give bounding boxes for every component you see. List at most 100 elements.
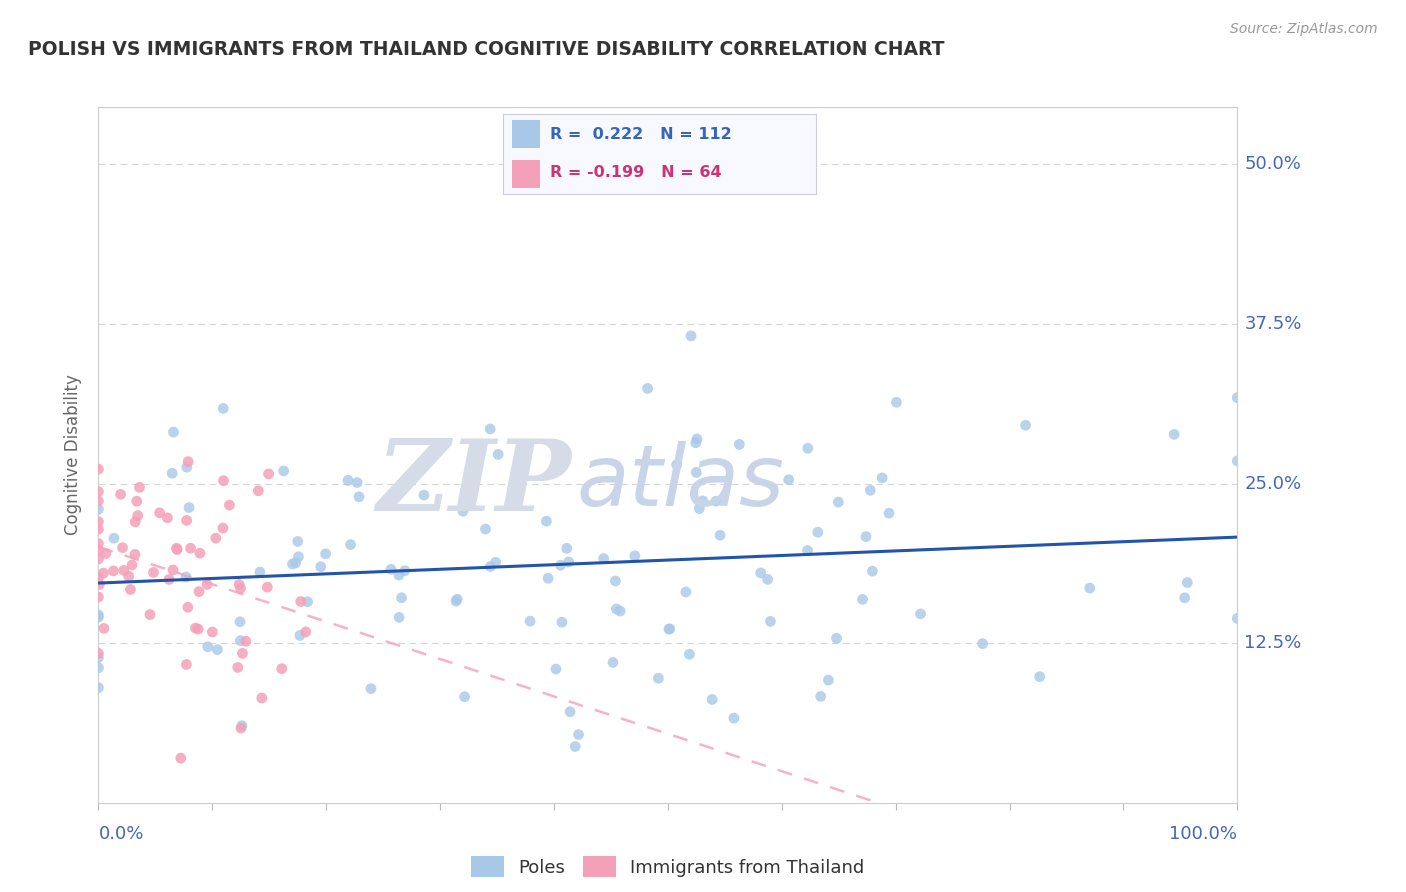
Point (567, 728, 589, 742)
Point (87, 681, 110, 695)
Point (87, 610, 110, 624)
Point (118, 569, 141, 583)
Point (288, 628, 311, 642)
Point (87, 484, 110, 499)
Text: 0.0%: 0.0% (98, 825, 143, 843)
Point (479, 422, 502, 436)
Point (339, 538, 361, 552)
Point (859, 483, 882, 498)
Point (388, 568, 411, 582)
Point (257, 467, 280, 481)
Point (93, 621, 115, 635)
Point (121, 558, 143, 572)
Point (700, 692, 723, 706)
Point (270, 662, 292, 676)
Point (1174, 591, 1197, 605)
Point (851, 592, 873, 607)
Point (728, 437, 751, 451)
Point (110, 487, 132, 501)
Point (485, 555, 508, 569)
Point (1226, 611, 1249, 625)
Point (870, 471, 893, 485)
Point (759, 615, 782, 629)
Point (177, 455, 200, 469)
Point (778, 473, 800, 487)
Point (675, 585, 697, 599)
Point (87, 661, 110, 675)
Point (623, 549, 645, 563)
Point (827, 495, 849, 509)
Point (1163, 427, 1185, 442)
Text: atlas: atlas (576, 442, 785, 524)
Point (855, 530, 877, 544)
Point (557, 555, 579, 569)
Point (218, 498, 240, 512)
Point (207, 642, 229, 657)
Point (229, 721, 252, 735)
Text: POLISH VS IMMIGRANTS FROM THAILAND COGNITIVE DISABILITY CORRELATION CHART: POLISH VS IMMIGRANTS FROM THAILAND COGNI… (28, 40, 945, 59)
Point (87, 536, 110, 550)
Point (124, 548, 146, 562)
Point (972, 637, 994, 651)
Point (704, 494, 727, 508)
Point (87, 493, 110, 508)
Legend: Poles, Immigrants from Thailand: Poles, Immigrants from Thailand (464, 849, 872, 884)
Point (1175, 575, 1198, 590)
Point (486, 447, 509, 461)
Point (177, 500, 200, 515)
Point (94, 547, 117, 561)
Point (177, 600, 200, 615)
Point (519, 614, 541, 628)
Point (184, 621, 207, 635)
Point (886, 395, 908, 409)
Y-axis label: Cognitive Disability: Cognitive Disability (65, 375, 83, 535)
Point (142, 566, 165, 580)
Point (87, 590, 110, 604)
Point (692, 494, 714, 508)
Point (188, 584, 211, 599)
Text: 12.5%: 12.5% (1244, 634, 1302, 652)
Point (124, 515, 146, 529)
Text: 25.0%: 25.0% (1244, 475, 1302, 492)
Point (910, 607, 932, 621)
Point (686, 432, 709, 446)
Point (195, 577, 218, 591)
Point (877, 506, 900, 520)
Point (337, 474, 360, 488)
Text: 100.0%: 100.0% (1170, 825, 1237, 843)
Point (139, 607, 162, 622)
Point (756, 573, 779, 587)
Point (860, 564, 883, 578)
Point (166, 541, 188, 556)
Point (287, 549, 309, 564)
Point (474, 522, 496, 536)
Point (290, 594, 312, 608)
Point (709, 528, 731, 542)
Point (273, 464, 295, 478)
Point (112, 563, 135, 577)
Point (162, 425, 184, 439)
Point (149, 506, 172, 520)
Point (796, 543, 818, 558)
Point (347, 490, 370, 504)
Point (309, 559, 332, 574)
Point (391, 591, 413, 605)
Point (446, 592, 468, 607)
Point (176, 460, 198, 475)
Point (188, 546, 211, 560)
Point (315, 547, 337, 561)
Point (212, 401, 235, 416)
Point (723, 711, 745, 725)
Point (444, 594, 467, 608)
Point (605, 602, 627, 616)
Point (685, 435, 707, 450)
Point (197, 640, 219, 654)
Point (679, 329, 702, 343)
Point (558, 705, 581, 719)
Point (127, 508, 149, 523)
Point (551, 615, 574, 630)
Point (536, 514, 558, 528)
Point (825, 632, 848, 646)
Point (176, 657, 198, 672)
Point (550, 558, 572, 573)
